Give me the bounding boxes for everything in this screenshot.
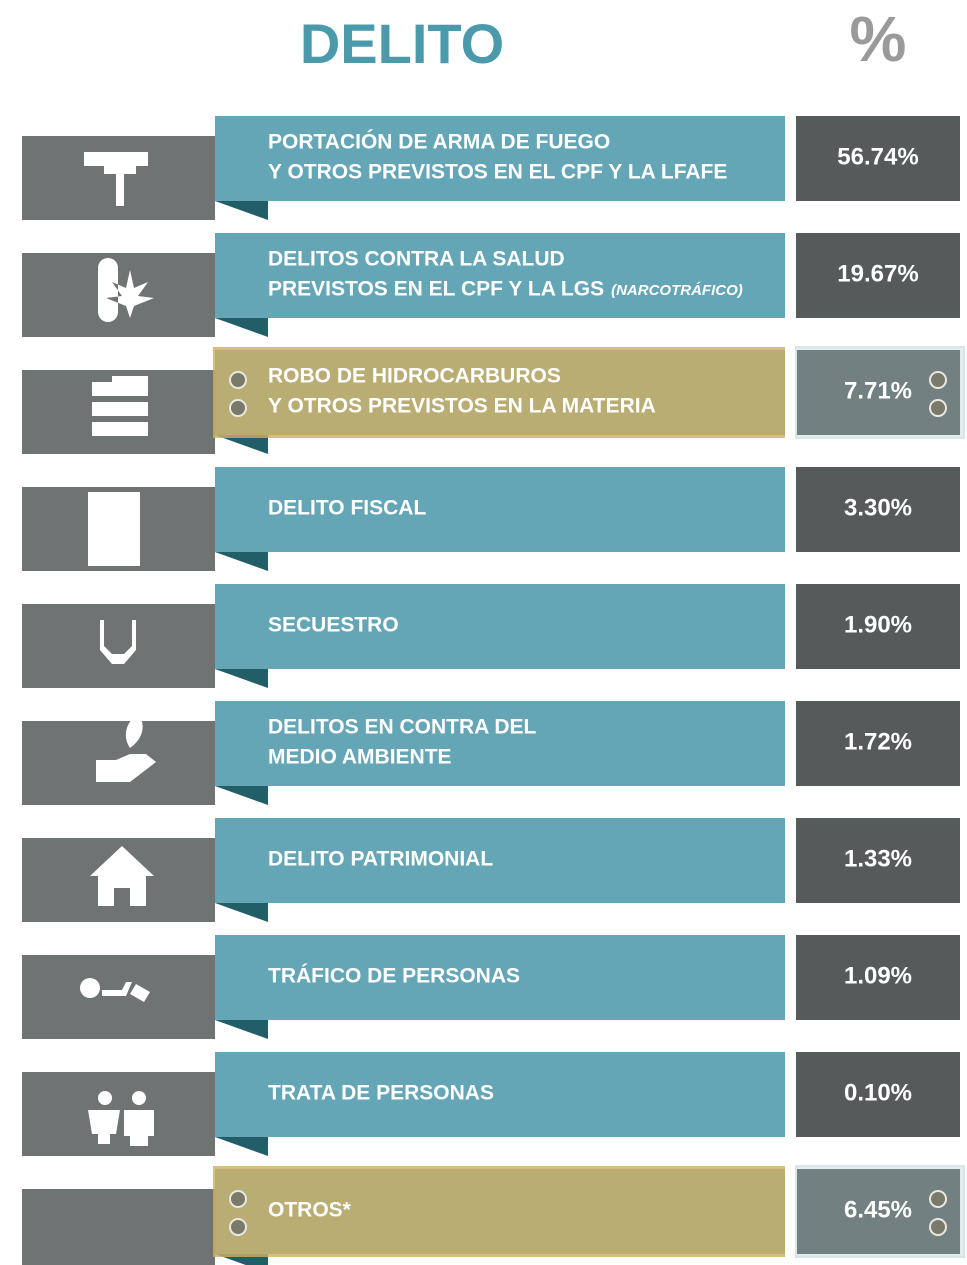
fold: [215, 552, 268, 571]
row-label: DELITO FISCAL: [268, 497, 426, 520]
label-band: [215, 233, 785, 318]
icon-block: [22, 1189, 215, 1265]
highlight: [795, 346, 965, 439]
icon-block: [22, 253, 215, 337]
row-label: MEDIO AMBIENTE: [268, 746, 452, 769]
row-value: 19.67%: [837, 260, 918, 287]
label-band: [215, 935, 785, 1020]
header-title: DELITO: [300, 12, 504, 75]
value-box: [796, 116, 960, 201]
row: DELITO PATRIMONIAL 1.33%: [22, 818, 960, 922]
highlight: [213, 1166, 785, 1257]
row-value: 56.74%: [837, 143, 918, 170]
value-box: [796, 467, 960, 552]
label-band: [215, 701, 785, 786]
fold: [215, 435, 268, 454]
fold: [215, 786, 268, 805]
highlight: [795, 1165, 965, 1258]
row-value: 0.10%: [844, 1079, 912, 1106]
row: DELITOS EN CONTRA DEL MEDIO AMBIENTE 1.72%: [22, 701, 960, 805]
fold: [215, 1137, 268, 1156]
value-box: [796, 350, 960, 435]
icon: [98, 258, 154, 322]
row-label: PORTACIÓN DE ARMA DE FUEGO: [268, 130, 610, 154]
label-band: [215, 818, 785, 903]
value-box: [796, 1169, 960, 1254]
screw: [929, 371, 947, 389]
highlight: [213, 347, 785, 438]
row: PORTACIÓN DE ARMA DE FUEGO Y OTROS PREVIS…: [22, 116, 960, 220]
row: ROBO DE HIDROCARBUROS Y OTROS PREVISTOS E…: [22, 346, 965, 454]
label-band: [215, 116, 785, 201]
row-value: 3.30%: [844, 494, 912, 521]
screw: [229, 1218, 247, 1236]
row-label: DELITO PATRIMONIAL: [268, 848, 493, 871]
row: DELITOS CONTRA LA SALUD PREVISTOS EN EL C…: [22, 233, 960, 337]
value-box: [796, 818, 960, 903]
row-note: (NARCOTRÁFICO): [611, 282, 743, 299]
screw: [929, 1190, 947, 1208]
icon: [80, 978, 150, 1002]
row-value: 1.90%: [844, 611, 912, 638]
fold: [215, 201, 268, 220]
row-label: DELITOS EN CONTRA DEL: [268, 716, 537, 739]
row-label: ROBO DE HIDROCARBUROS: [268, 365, 561, 388]
row-label: Y OTROS PREVISTOS EN EL CPF Y LA LFAFE: [268, 161, 727, 184]
value-box: [796, 584, 960, 669]
icon: [92, 376, 148, 436]
value-box: [796, 233, 960, 318]
row: TRATA DE PERSONAS 0.10%: [22, 1052, 960, 1156]
row-label: PREVISTOS EN EL CPF Y LA LGS: [268, 278, 604, 301]
row-value: 1.33%: [844, 845, 912, 872]
row: OTROS* 6.45%: [22, 1165, 965, 1265]
label-band: [215, 1052, 785, 1137]
icon-block: [22, 604, 215, 688]
fold: [215, 1020, 268, 1039]
header-percent: %: [850, 3, 907, 75]
row-value: 1.72%: [844, 728, 912, 755]
row: TRÁFICO DE PERSONAS 1.09%: [22, 935, 960, 1039]
icon: [90, 846, 154, 906]
row: DELITO FISCAL 3.30%: [22, 467, 960, 571]
row-value: 1.09%: [844, 962, 912, 989]
screw: [929, 1218, 947, 1236]
icon: [88, 492, 140, 566]
icon: [96, 714, 156, 782]
row-label: TRATA DE PERSONAS: [268, 1082, 494, 1105]
screw: [229, 1190, 247, 1208]
screw: [929, 399, 947, 417]
row-label: TRÁFICO DE PERSONAS: [268, 965, 520, 988]
row-label: OTROS*: [268, 1199, 352, 1222]
fold: [215, 318, 268, 337]
icon: [84, 152, 148, 206]
label-band: [215, 467, 785, 552]
value-box: [796, 701, 960, 786]
icon: [88, 1090, 154, 1146]
row-value: 6.45%: [844, 1196, 912, 1223]
row-label: Y OTROS PREVISTOS EN LA MATERIA: [268, 395, 656, 418]
icon-block: [22, 955, 215, 1039]
fold: [215, 903, 268, 922]
row-value: 7.71%: [844, 377, 912, 404]
label-band: [215, 584, 785, 669]
row: SECUESTRO 1.90%: [22, 584, 960, 688]
value-box: [796, 935, 960, 1020]
fold: [215, 669, 268, 688]
value-box: [796, 1052, 960, 1137]
icon: [100, 620, 136, 664]
row-label: DELITOS CONTRA LA SALUD: [268, 248, 565, 271]
screw: [229, 371, 247, 389]
screw: [229, 399, 247, 417]
row-label: SECUESTRO: [268, 614, 399, 637]
